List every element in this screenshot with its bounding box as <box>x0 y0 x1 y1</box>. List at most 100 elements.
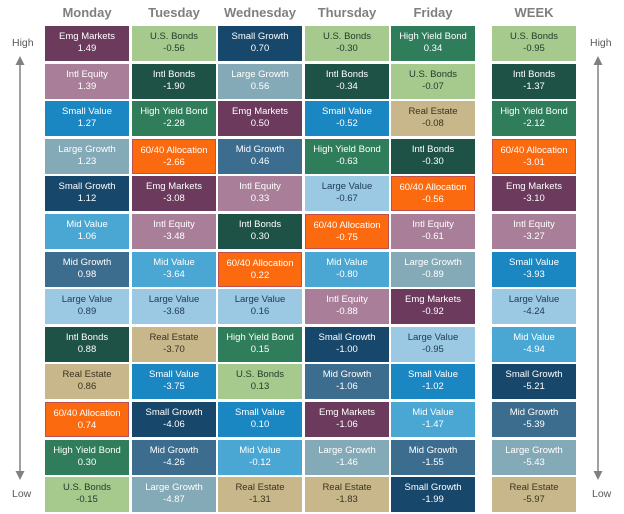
tile-asset-name: Intl Bonds <box>238 219 282 230</box>
tile-return-value: -3.27 <box>523 231 545 242</box>
tile-thursday-8: Small Growth -1.00 <box>305 326 389 362</box>
tile-asset-name: 60/40 Allocation <box>500 144 568 156</box>
tile-friday-11: Mid Growth -1.55 <box>391 439 475 475</box>
column-header-monday: Monday <box>62 5 112 20</box>
tile-return-value: -0.63 <box>336 155 358 167</box>
tile-wednesday-2: Emg Markets 0.50 <box>218 101 302 137</box>
tile-asset-name: Emg Markets <box>232 106 288 118</box>
tile-return-value: -3.08 <box>163 193 185 205</box>
tile-asset-name: Small Growth <box>404 482 462 494</box>
tile-return-value: -0.92 <box>422 306 444 318</box>
tile-asset-name: Mid Growth <box>509 407 559 418</box>
tile-tuesday-12: Large Growth -4.87 <box>132 477 216 513</box>
tile-monday-8: Intl Bonds 0.88 <box>45 326 129 362</box>
tile-asset-name: Mid Value <box>412 407 454 418</box>
high-label-right: High <box>590 37 612 49</box>
tile-friday-7: Emg Markets -0.92 <box>391 289 475 325</box>
tile-return-value: -2.28 <box>163 118 185 130</box>
tile-week-3: 60/40 Allocation -3.01 <box>492 138 576 174</box>
tile-return-value: -3.68 <box>163 306 185 318</box>
tile-monday-3: Large Growth 1.23 <box>45 138 129 174</box>
tile-thursday-1: Intl Bonds -0.34 <box>305 63 389 99</box>
tile-asset-name: Intl Equity <box>239 181 281 193</box>
tile-asset-name: 60/40 Allocation <box>399 182 467 194</box>
tile-return-value: -4.26 <box>163 456 185 468</box>
tile-return-value: -0.07 <box>422 80 444 92</box>
tile-asset-name: U.S. Bonds <box>509 31 559 42</box>
tile-return-value: -3.75 <box>163 381 185 393</box>
tile-return-value: -1.83 <box>336 494 358 506</box>
tile-return-value: -3.64 <box>163 268 185 280</box>
tile-asset-name: Small Value <box>322 106 372 118</box>
tile-friday-9: Small Value -1.02 <box>391 364 475 400</box>
tile-asset-name: Emg Markets <box>59 31 115 42</box>
tile-week-11: Large Growth -5.43 <box>492 439 576 475</box>
tile-tuesday-10: Small Growth -4.06 <box>132 402 216 437</box>
tile-asset-name: Mid Value <box>239 444 281 456</box>
tile-asset-name: Intl Bonds <box>152 68 196 80</box>
tile-asset-name: 60/40 Allocation <box>226 257 294 269</box>
tile-asset-name: Real Estate <box>408 106 458 118</box>
tile-tuesday-9: Small Value -3.75 <box>132 364 216 400</box>
tile-asset-name: Large Value <box>61 294 113 306</box>
tile-return-value: -3.93 <box>523 268 545 280</box>
tile-asset-name: Mid Value <box>153 256 195 268</box>
tile-thursday-5: 60/40 Allocation -0.75 <box>305 214 389 249</box>
tile-wednesday-7: Large Value 0.16 <box>218 289 302 325</box>
tile-tuesday-7: Large Value -3.68 <box>132 289 216 325</box>
tile-return-value: 0.33 <box>250 193 270 205</box>
tile-return-value: -4.24 <box>523 306 545 318</box>
tile-week-10: Mid Growth -5.39 <box>492 402 576 437</box>
tile-return-value: -1.02 <box>422 381 444 393</box>
tile-asset-name: Emg Markets <box>405 294 461 306</box>
tile-return-value: -3.10 <box>523 193 545 205</box>
tile-friday-6: Large Growth -0.89 <box>391 251 475 287</box>
tile-asset-name: Large Growth <box>231 68 289 80</box>
tile-return-value: 0.13 <box>250 381 270 393</box>
tile-return-value: 1.23 <box>77 155 97 167</box>
tile-thursday-11: Large Growth -1.46 <box>305 439 389 475</box>
tile-return-value: 0.34 <box>423 43 443 54</box>
tile-return-value: 0.86 <box>77 381 97 393</box>
tile-return-value: -2.12 <box>523 118 545 130</box>
tile-asset-name: Mid Growth <box>235 143 285 155</box>
tile-wednesday-3: Mid Growth 0.46 <box>218 138 302 174</box>
tile-return-value: -5.97 <box>523 494 545 506</box>
tile-asset-name: Small Growth <box>318 331 376 343</box>
tile-thursday-9: Mid Growth -1.06 <box>305 364 389 400</box>
tile-week-4: Emg Markets -3.10 <box>492 176 576 212</box>
tile-return-value: -0.12 <box>249 456 271 468</box>
tile-monday-10: 60/40 Allocation 0.74 <box>45 402 129 437</box>
tile-asset-name: Real Estate <box>509 482 559 494</box>
tile-return-value: -0.95 <box>523 43 545 54</box>
tile-return-value: 0.16 <box>250 306 270 318</box>
tile-asset-name: Large Value <box>148 294 200 306</box>
tile-week-6: Small Value -3.93 <box>492 251 576 287</box>
tile-asset-name: Real Estate <box>149 331 199 343</box>
tile-asset-name: Intl Bonds <box>411 143 455 155</box>
tile-return-value: -0.34 <box>336 80 358 92</box>
tile-asset-name: High Yield Bond <box>140 106 208 118</box>
tile-return-value: -1.06 <box>336 419 358 430</box>
tile-return-value: -0.61 <box>422 231 444 242</box>
tile-asset-name: Large Growth <box>318 444 376 456</box>
tile-asset-name: Small Growth <box>505 369 563 381</box>
tile-thursday-6: Mid Value -0.80 <box>305 251 389 287</box>
tile-return-value: 0.30 <box>77 456 97 468</box>
tile-return-value: -4.06 <box>163 419 185 430</box>
column-header-friday: Friday <box>413 5 453 20</box>
tile-return-value: -0.30 <box>422 155 444 167</box>
tile-return-value: -1.00 <box>336 343 358 355</box>
low-label-left: Low <box>12 488 32 500</box>
tile-asset-name: High Yield Bond <box>399 31 467 42</box>
tile-return-value: -1.99 <box>422 494 444 506</box>
tile-return-value: 1.27 <box>77 118 97 130</box>
tile-thursday-10: Emg Markets -1.06 <box>305 402 389 437</box>
tile-asset-name: 60/40 Allocation <box>313 220 381 231</box>
tile-asset-name: 60/40 Allocation <box>53 408 121 419</box>
tile-monday-12: U.S. Bonds -0.15 <box>45 477 129 513</box>
tile-return-value: -0.56 <box>422 194 444 206</box>
tile-friday-10: Mid Value -1.47 <box>391 402 475 437</box>
tile-return-value: -0.30 <box>336 43 358 54</box>
tile-monday-9: Real Estate 0.86 <box>45 364 129 400</box>
